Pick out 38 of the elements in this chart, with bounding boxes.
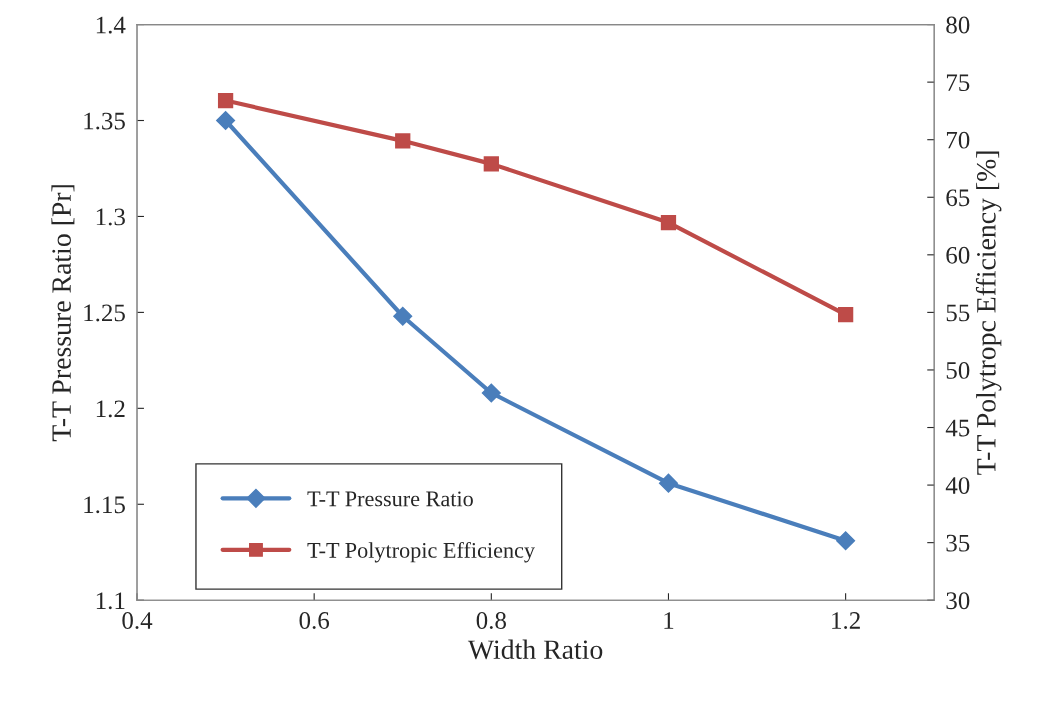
y-tick-label: 1.1 (96, 592, 125, 610)
x-axis-title: Width Ratio (467, 639, 603, 660)
y-tick-label: 1.15 (84, 496, 125, 514)
point (216, 110, 236, 131)
x-tick-label: 1 (664, 612, 674, 629)
point (483, 156, 499, 172)
y2-tick-label: 30 (946, 592, 970, 610)
y2-axis-title: T-T Polytropc Efficiency [%] (975, 151, 1002, 475)
y-tick-label: 1.4 (96, 16, 126, 34)
x-tick-label: 0.6 (299, 612, 330, 630)
y2-tick-label: 55 (946, 304, 970, 322)
legend-label: T-T Polytropic Efficiency (307, 541, 535, 563)
y2-tick-label: 80 (946, 16, 970, 34)
point (217, 92, 234, 109)
point (660, 214, 677, 231)
x-tick-label: 0.4 (122, 612, 153, 630)
point (481, 383, 501, 403)
x-tick-label: 1.2 (832, 612, 860, 630)
y-tick-label: 1.35 (84, 112, 125, 130)
point (836, 531, 856, 551)
y-axis-title: T-T Pressure Ratio [Pr] (51, 185, 75, 442)
y2-tick-label: 40 (945, 477, 970, 494)
y2-tick-label: 65 (946, 189, 970, 207)
y2-tick-label: 60 (946, 246, 970, 264)
y2-tick-label: 75 (946, 74, 970, 92)
x-tick-label: 0.8 (476, 612, 506, 630)
y-tick-label: 1.25 (84, 304, 125, 322)
y2-tick-label: 70 (946, 131, 970, 149)
point (658, 473, 679, 493)
point (395, 133, 411, 149)
y2-tick-label: 35 (946, 534, 970, 552)
point (393, 306, 413, 326)
y2-tick-label: 50 (946, 362, 970, 379)
y2-tick-label: 45 (945, 419, 970, 437)
y-tick-label: 1.3 (96, 208, 125, 226)
point (837, 307, 854, 323)
y-tick-label: 1.2 (96, 400, 125, 418)
legend-label: T-T Pressure Ratio (307, 491, 473, 507)
